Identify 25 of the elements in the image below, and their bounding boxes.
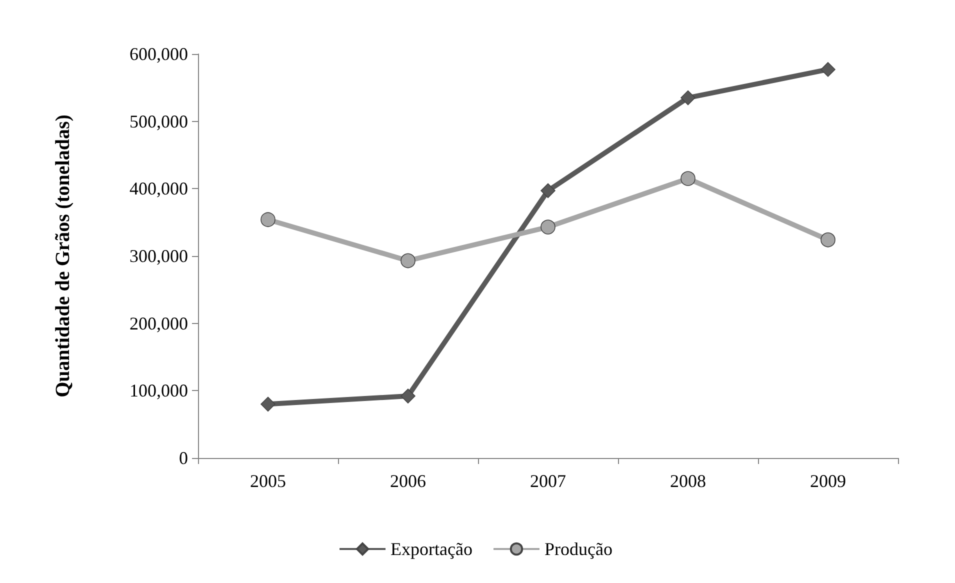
point xyxy=(400,388,416,404)
y-axis-title: Quantidade de Grãos (toneladas) xyxy=(52,114,74,398)
point xyxy=(400,253,416,268)
point xyxy=(260,212,276,228)
y-tick-label: 100,000 xyxy=(130,380,188,401)
x-tick-label: 2009 xyxy=(810,471,846,491)
y-tick-label: 200,000 xyxy=(130,313,188,334)
point xyxy=(680,90,696,106)
point xyxy=(260,396,276,412)
point xyxy=(680,171,696,186)
legend-label: Exportação xyxy=(390,539,472,559)
y-tick-label: 0 xyxy=(179,448,188,468)
x-tick-label: 2006 xyxy=(390,471,426,491)
point xyxy=(820,232,836,248)
legend-label: Produção xyxy=(544,539,612,559)
y-tick-label: 600,000 xyxy=(130,44,188,64)
y-tick-label: 500,000 xyxy=(130,111,188,132)
point xyxy=(540,183,556,198)
y-tick-label: 400,000 xyxy=(130,178,188,199)
x-tick-label: 2007 xyxy=(530,471,566,491)
point xyxy=(820,62,836,77)
x-tick-label: 2005 xyxy=(250,471,286,491)
point xyxy=(540,220,556,234)
y-tick-label: 300,000 xyxy=(130,246,188,266)
x-tick-label: 2008 xyxy=(670,471,706,491)
